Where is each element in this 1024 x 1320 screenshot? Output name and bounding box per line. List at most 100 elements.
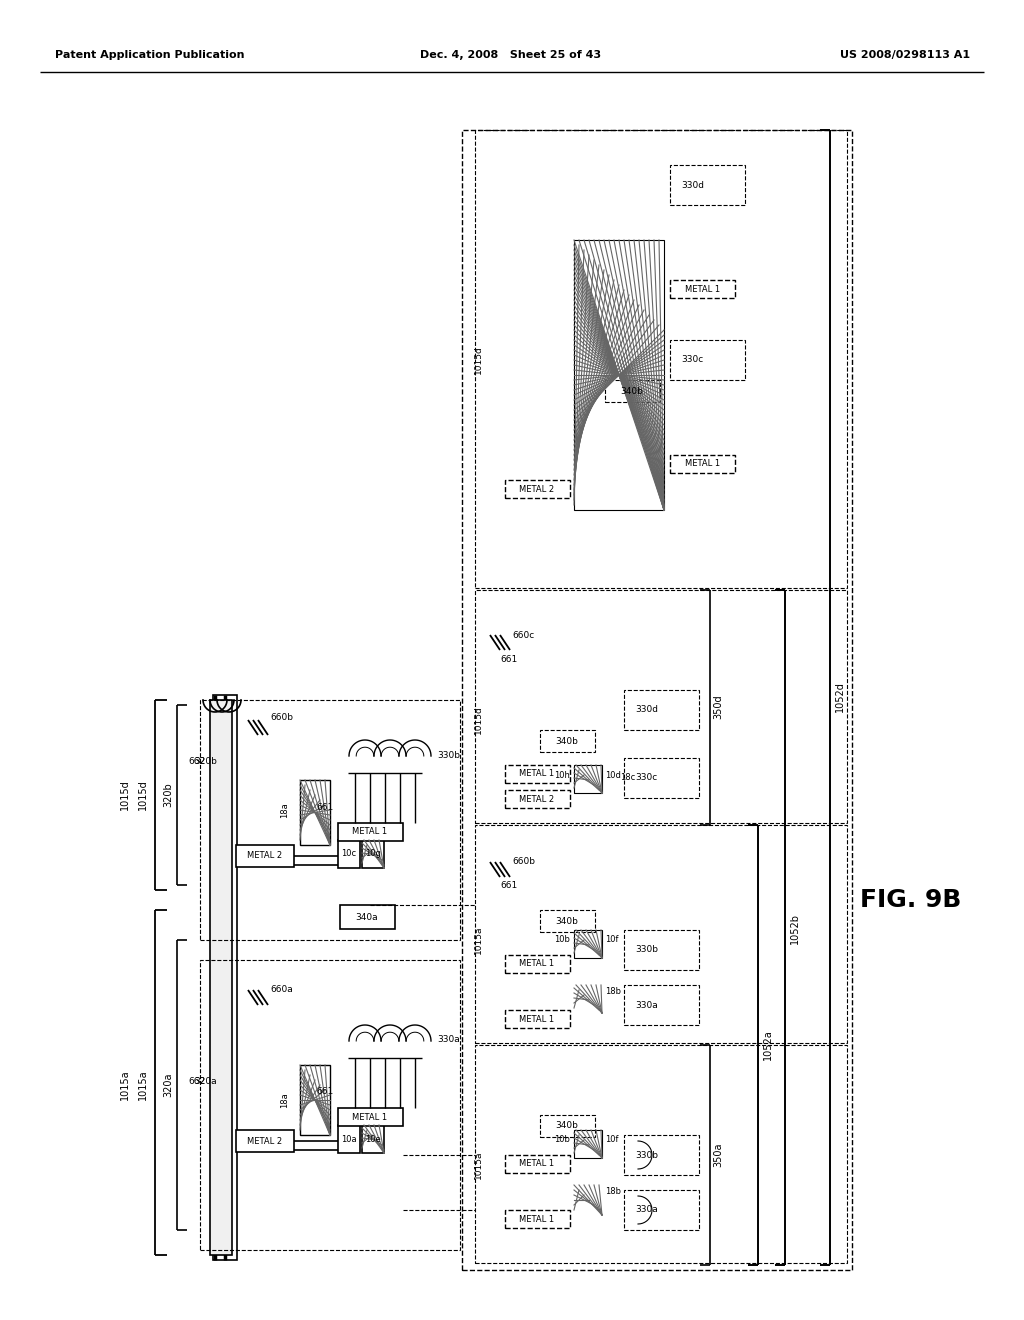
Bar bbox=[300, 780, 330, 845]
Text: 1015d: 1015d bbox=[473, 706, 482, 734]
Text: 320b: 320b bbox=[163, 783, 173, 808]
Text: Dec. 4, 2008   Sheet 25 of 43: Dec. 4, 2008 Sheet 25 of 43 bbox=[420, 50, 601, 59]
Text: 10c: 10c bbox=[341, 850, 356, 858]
Text: 660c: 660c bbox=[512, 631, 535, 639]
Text: METAL 1: METAL 1 bbox=[352, 1113, 387, 1122]
Text: 330a: 330a bbox=[635, 1001, 657, 1010]
Text: METAL 2: METAL 2 bbox=[519, 795, 555, 804]
Bar bbox=[505, 480, 570, 498]
Bar bbox=[670, 341, 745, 380]
Text: 1015a: 1015a bbox=[473, 1151, 482, 1179]
Text: 320a: 320a bbox=[194, 1077, 217, 1086]
Bar bbox=[210, 700, 232, 1255]
Text: 330b: 330b bbox=[635, 945, 658, 954]
Text: 340b: 340b bbox=[556, 916, 579, 925]
Text: METAL 1: METAL 1 bbox=[519, 960, 555, 969]
Bar bbox=[505, 789, 570, 808]
Bar bbox=[338, 1107, 403, 1126]
Text: FIG. 9B: FIG. 9B bbox=[860, 888, 962, 912]
Bar bbox=[475, 129, 847, 587]
Bar bbox=[236, 845, 294, 867]
Text: 10g: 10g bbox=[366, 850, 381, 858]
Bar bbox=[505, 1010, 570, 1028]
Text: 10f: 10f bbox=[605, 1135, 618, 1144]
Text: 661: 661 bbox=[316, 1088, 333, 1097]
Text: 660a: 660a bbox=[270, 986, 293, 994]
Text: 340b: 340b bbox=[556, 1122, 579, 1130]
Bar bbox=[540, 1115, 595, 1137]
Text: 340a: 340a bbox=[355, 912, 378, 921]
Text: 10d: 10d bbox=[605, 771, 621, 780]
Bar bbox=[340, 906, 395, 929]
Text: 660b: 660b bbox=[512, 858, 535, 866]
Text: 10a: 10a bbox=[341, 1134, 356, 1143]
Bar bbox=[624, 985, 699, 1026]
Bar bbox=[624, 690, 699, 730]
Bar bbox=[213, 696, 237, 1261]
Text: METAL 1: METAL 1 bbox=[352, 828, 387, 837]
Bar bbox=[574, 1130, 602, 1158]
Text: 1015d: 1015d bbox=[120, 780, 130, 810]
Bar bbox=[540, 730, 595, 752]
Text: 18b: 18b bbox=[605, 1188, 621, 1196]
Text: 1015d: 1015d bbox=[138, 780, 148, 810]
Bar bbox=[338, 1125, 360, 1152]
Bar bbox=[338, 840, 360, 869]
Text: 330b: 330b bbox=[635, 1151, 658, 1159]
Text: 661: 661 bbox=[316, 804, 333, 813]
Text: METAL 1: METAL 1 bbox=[685, 285, 721, 293]
Text: 330b: 330b bbox=[437, 751, 460, 759]
Text: 320b: 320b bbox=[194, 758, 217, 767]
Text: 661: 661 bbox=[500, 880, 517, 890]
Text: 18a: 18a bbox=[281, 1092, 290, 1107]
Text: 350a: 350a bbox=[713, 1143, 723, 1167]
Text: 18c: 18c bbox=[620, 774, 635, 783]
Bar bbox=[338, 822, 403, 841]
Bar bbox=[624, 1191, 699, 1230]
Text: 330c: 330c bbox=[635, 774, 657, 783]
Bar bbox=[624, 758, 699, 799]
Bar bbox=[670, 165, 745, 205]
Text: 350d: 350d bbox=[713, 694, 723, 719]
Bar bbox=[505, 766, 570, 783]
Bar bbox=[574, 931, 602, 958]
Text: 10b: 10b bbox=[554, 1135, 570, 1144]
Text: 1052b: 1052b bbox=[790, 912, 800, 944]
Text: 340b: 340b bbox=[621, 387, 643, 396]
Text: 330c: 330c bbox=[681, 355, 703, 364]
Bar bbox=[670, 455, 735, 473]
Bar bbox=[236, 1130, 294, 1152]
Text: 18a: 18a bbox=[281, 803, 290, 818]
Text: 1052d: 1052d bbox=[835, 681, 845, 713]
Text: 660b: 660b bbox=[270, 714, 293, 722]
Text: METAL 2: METAL 2 bbox=[248, 851, 283, 861]
Text: 1015a: 1015a bbox=[473, 925, 482, 954]
Text: 10b: 10b bbox=[554, 936, 570, 945]
Text: 330d: 330d bbox=[681, 181, 705, 190]
Text: 662: 662 bbox=[188, 1077, 206, 1086]
Bar bbox=[300, 1065, 330, 1135]
Bar bbox=[670, 280, 735, 298]
Text: METAL 1: METAL 1 bbox=[519, 1015, 555, 1023]
Bar bbox=[505, 1210, 570, 1228]
Text: METAL 1: METAL 1 bbox=[519, 1214, 555, 1224]
Bar bbox=[624, 931, 699, 970]
Text: 18b: 18b bbox=[605, 987, 621, 997]
Bar bbox=[574, 766, 602, 793]
Text: METAL 1: METAL 1 bbox=[519, 770, 555, 779]
Text: 1015d: 1015d bbox=[473, 346, 482, 375]
Text: 10h: 10h bbox=[554, 771, 570, 780]
Text: 1015a: 1015a bbox=[120, 1069, 130, 1101]
Text: 661: 661 bbox=[500, 656, 517, 664]
Text: 330a: 330a bbox=[635, 1205, 657, 1214]
Bar bbox=[540, 909, 595, 932]
Bar bbox=[462, 129, 852, 1270]
Bar bbox=[574, 240, 664, 510]
Text: 10e: 10e bbox=[366, 1134, 381, 1143]
Bar bbox=[475, 1045, 847, 1263]
Bar bbox=[475, 590, 847, 822]
Bar bbox=[605, 380, 660, 403]
Bar bbox=[624, 1135, 699, 1175]
Bar bbox=[362, 1125, 384, 1152]
Text: 1015a: 1015a bbox=[138, 1069, 148, 1101]
